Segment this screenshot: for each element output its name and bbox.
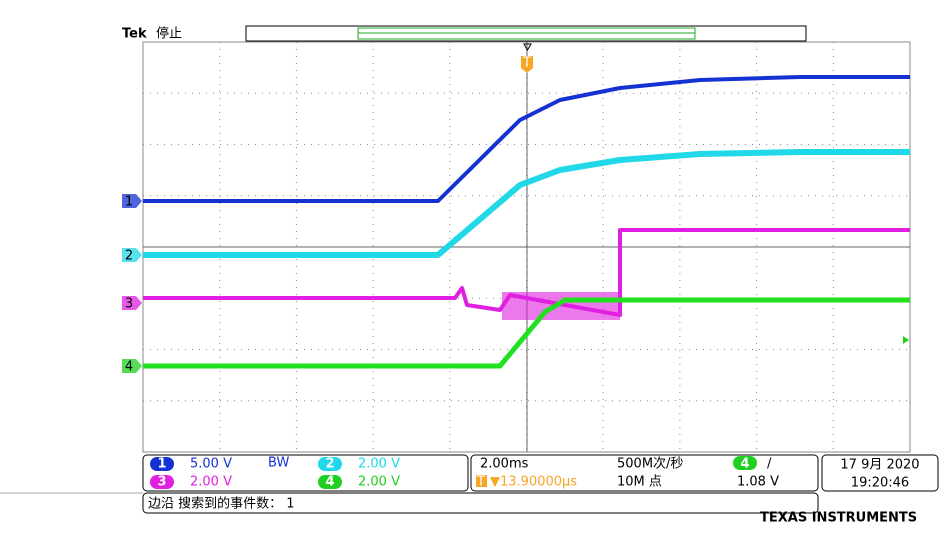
- waveform-ch2: [143, 149, 910, 258]
- channel-badge: [318, 457, 342, 471]
- record-length: 10M 点: [617, 475, 662, 490]
- channel-marker-label: 4: [125, 360, 133, 375]
- trigger-pos: [523, 43, 532, 51]
- trigger-level: [903, 336, 909, 344]
- channel-marker: [122, 194, 142, 208]
- channel-marker: [122, 248, 142, 262]
- trigger-source-badge: [733, 456, 757, 470]
- datetime-panel: [821, 454, 939, 492]
- channel-scale: 5.00 V: [190, 457, 232, 472]
- status: 停止: [156, 26, 182, 42]
- channel-number: 1: [157, 457, 166, 472]
- trigger-delay: ▼13.90000µs: [490, 475, 577, 490]
- channel-badge: [150, 475, 174, 489]
- footer-logo: TEXAS INSTRUMENTS: [760, 511, 917, 526]
- time-scale: 2.00ms: [480, 457, 529, 472]
- trigger-level-value: 1.08 V: [737, 475, 779, 490]
- channel-marker-label: 1: [125, 195, 133, 210]
- trigger-slope: /: [767, 457, 772, 472]
- channel-badge: [318, 475, 342, 489]
- trigger-pos-icon: [476, 475, 487, 487]
- channel-number: 2: [325, 457, 334, 472]
- channel-scale: 2.00 V: [190, 475, 232, 490]
- channel-panel: [142, 454, 469, 492]
- search-result: 边沿 搜索到的事件数： 1: [148, 496, 295, 512]
- channel-scale: 2.00 V: [358, 457, 400, 472]
- trigger-pos-label: T: [476, 475, 485, 490]
- channel-marker: [122, 359, 142, 373]
- brand: Tek: [122, 27, 147, 42]
- search-panel: [142, 492, 819, 514]
- date: 17 9月 2020: [840, 458, 919, 473]
- channel-scale: 2.00 V: [358, 475, 400, 490]
- channel-marker-label: 3: [125, 297, 133, 312]
- trigger-marker: [521, 56, 533, 73]
- waveform-ch4: [143, 297, 910, 369]
- channel-badge: [150, 457, 174, 471]
- waveform-ch3-noise: [502, 292, 620, 320]
- trigger-marker-label: T: [522, 56, 531, 71]
- trigger-source: 4: [740, 457, 749, 472]
- waveform-ch1: [143, 75, 910, 203]
- channel-number: 4: [325, 475, 334, 490]
- waveform-ch3: [143, 228, 910, 317]
- sample-rate: 500M次/秒: [617, 456, 683, 472]
- time: 19:20:46: [851, 476, 909, 491]
- timebase-panel: [470, 454, 819, 492]
- channel-number: 3: [157, 475, 166, 490]
- channel-marker: [122, 296, 142, 310]
- channel-marker-label: 2: [125, 249, 133, 264]
- bandwidth: BW: [268, 456, 289, 471]
